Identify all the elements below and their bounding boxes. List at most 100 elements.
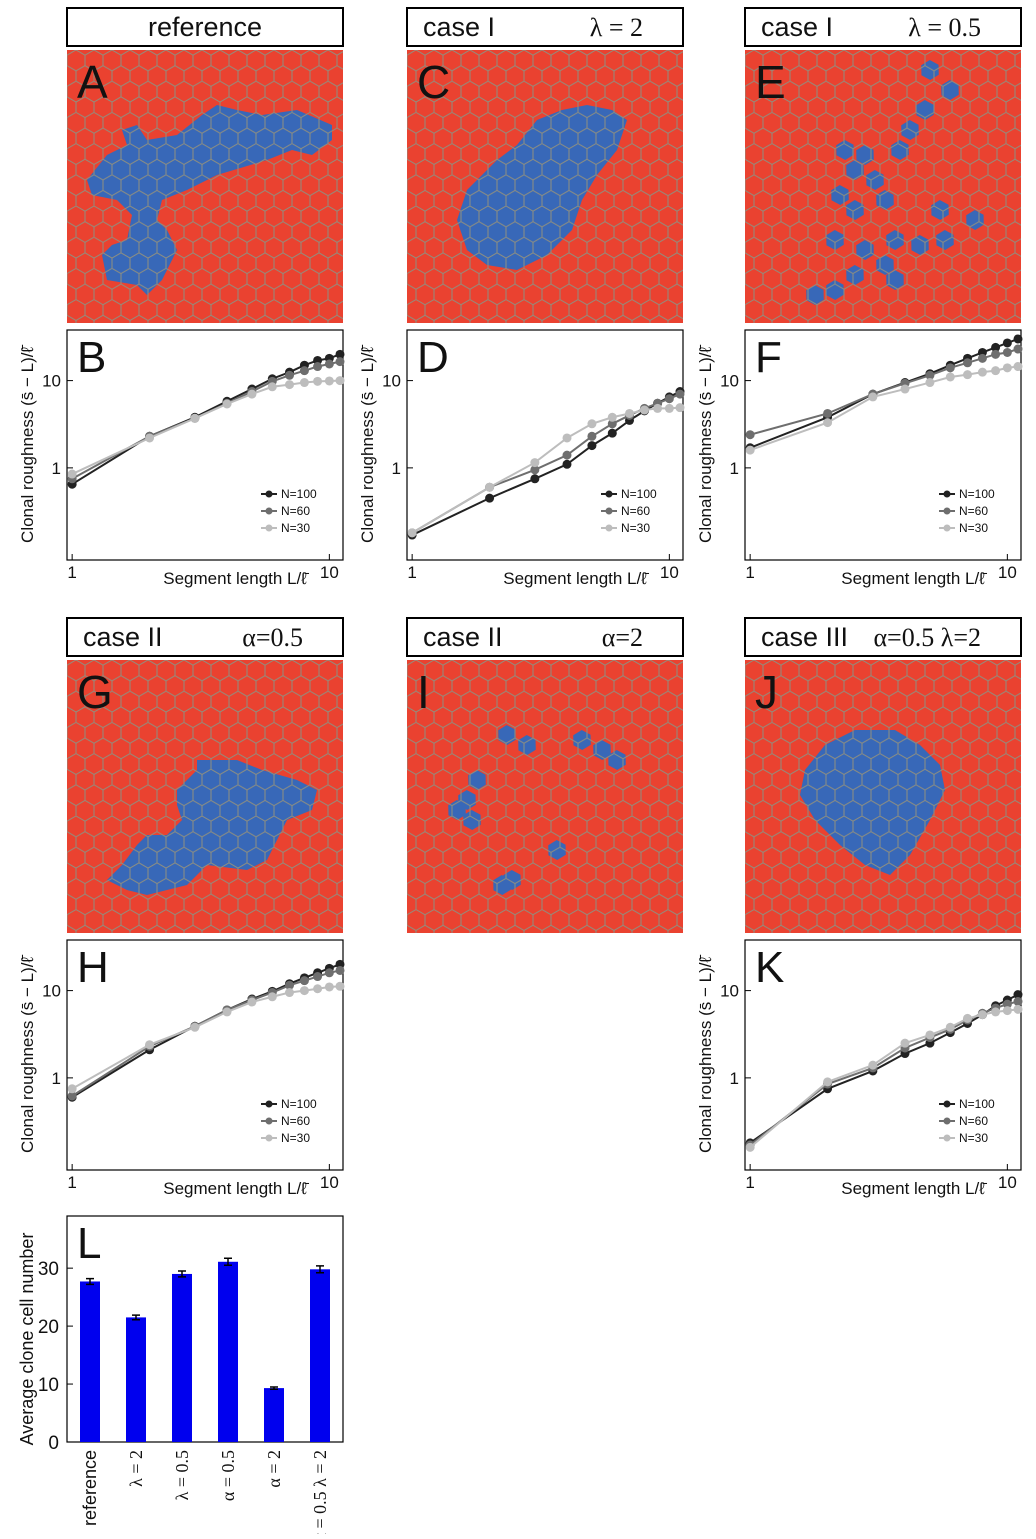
y-tick-label: 10: [382, 372, 401, 391]
data-point: [664, 394, 674, 404]
cell-boundaries: [407, 50, 683, 323]
y-tick-label: 0: [48, 1433, 59, 1454]
y-axis-label: Clonal roughness (s̄ − L)/ℓ̄: [18, 954, 37, 1153]
data-point: [653, 403, 663, 413]
data-point: [335, 349, 345, 359]
x-axis-label: Segment length L/ℓ̄: [503, 569, 649, 588]
data-point: [313, 376, 323, 386]
legend-marker: [265, 1134, 273, 1142]
data-point: [324, 968, 334, 978]
error-bar: [316, 1265, 324, 1274]
data-point: [868, 1060, 878, 1070]
y-tick-label: 10: [720, 372, 739, 391]
data-point: [1013, 990, 1023, 1000]
data-point: [587, 419, 597, 429]
x-tick-label: λ = 2: [126, 1450, 146, 1487]
x-tick-label: 10: [320, 563, 339, 582]
panel-header-param: λ = 0.5: [908, 13, 981, 42]
data-point: [247, 389, 257, 399]
data-point: [324, 359, 334, 369]
data-point: [190, 413, 200, 423]
data-point: [145, 433, 155, 443]
panel-letter: K: [755, 943, 784, 992]
data-point: [285, 370, 295, 380]
y-tick-label: 20: [38, 1317, 59, 1338]
cell-boundaries: [745, 660, 1021, 933]
data-point: [991, 1007, 1001, 1017]
data-point: [925, 370, 935, 380]
panel-letter: G: [77, 666, 113, 718]
panel-header-title: case II: [423, 622, 503, 652]
error-bar: [178, 1270, 186, 1278]
x-tick-label: α = 0.5 λ = 2: [310, 1450, 330, 1534]
data-point: [530, 458, 540, 468]
data-point: [67, 469, 77, 479]
data-point: [963, 358, 973, 368]
data-point: [991, 342, 1001, 352]
data-point: [607, 428, 617, 438]
y-tick-label: 1: [52, 1069, 61, 1088]
y-axis-label: Clonal roughness (s̄ − L)/ℓ̄: [358, 344, 377, 543]
data-point: [324, 982, 334, 992]
y-tick-label: 10: [720, 982, 739, 1001]
bar: [218, 1261, 238, 1442]
data-point: [823, 418, 833, 428]
data-point: [745, 1142, 755, 1152]
x-tick-label: 1: [407, 563, 416, 582]
panel-letter: L: [77, 1219, 101, 1268]
data-point: [1013, 344, 1023, 354]
legend-label: N=30: [959, 521, 988, 535]
series-line: [71, 963, 341, 1099]
data-point: [335, 959, 345, 969]
data-point: [1013, 1004, 1023, 1014]
data-point: [313, 972, 323, 982]
data-point: [977, 353, 987, 363]
legend-marker: [605, 490, 613, 498]
plot-frame: [744, 939, 1022, 1171]
plot-frame: [744, 329, 1022, 561]
legend-marker: [943, 1100, 951, 1108]
data-point: [607, 412, 617, 422]
data-point: [963, 370, 973, 380]
legend-label: N=60: [281, 504, 310, 518]
legend-marker: [605, 524, 613, 532]
data-point: [285, 988, 295, 998]
cell-boundaries: [407, 660, 683, 933]
x-tick-label: 1: [67, 563, 76, 582]
y-tick-label: 30: [38, 1259, 59, 1280]
error-bar: [224, 1257, 232, 1267]
data-point: [67, 1091, 77, 1101]
legend-marker: [943, 490, 951, 498]
data-point: [299, 976, 309, 986]
data-point: [1013, 997, 1023, 1007]
panel-header-title: case I: [423, 12, 495, 42]
data-point: [562, 459, 572, 469]
data-point: [267, 992, 277, 1002]
legend-marker: [265, 507, 273, 515]
x-axis-label: Segment length L/ℓ̄: [163, 569, 309, 588]
x-tick-label: reference: [80, 1450, 100, 1526]
data-point: [675, 389, 685, 399]
data-point: [675, 403, 685, 413]
data-point: [530, 474, 540, 484]
legend-marker: [943, 1134, 951, 1142]
legend-label: N=30: [621, 521, 650, 535]
panel-letter: F: [755, 333, 782, 382]
data-point: [1002, 338, 1012, 348]
x-tick-label: 10: [998, 563, 1017, 582]
data-point: [285, 380, 295, 390]
data-point: [1013, 334, 1023, 344]
panel-header-box: [66, 617, 344, 657]
simulation-image: J: [745, 660, 1021, 933]
data-point: [991, 349, 1001, 359]
data-point: [868, 392, 878, 402]
cell-boundaries: [67, 50, 343, 323]
y-axis-label: Clonal roughness (s̄ − L)/ℓ̄: [18, 344, 37, 543]
simulation-image: G: [67, 660, 343, 933]
data-point: [945, 363, 955, 373]
y-tick-label: 10: [42, 982, 61, 1001]
data-point: [530, 465, 540, 475]
panel-header-title: reference: [148, 12, 262, 42]
panel-letter: B: [77, 333, 106, 382]
